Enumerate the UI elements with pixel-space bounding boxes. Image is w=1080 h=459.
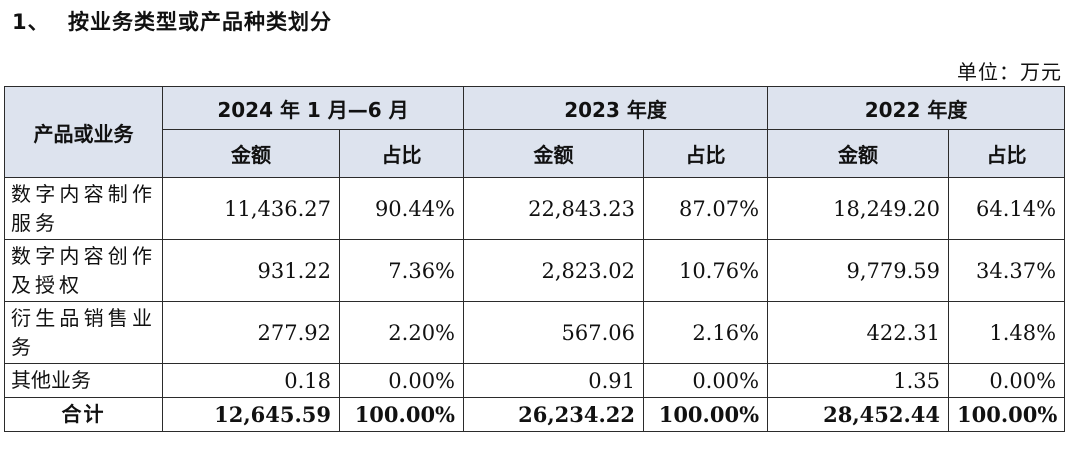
section-number: 1、 xyxy=(12,10,50,34)
total-value: 100.00% xyxy=(948,397,1066,432)
row-label: 数字内容创作及授权 xyxy=(4,239,163,302)
cell-value: 1.48% xyxy=(948,301,1066,364)
unit-label: 单位：万元 xyxy=(957,60,1062,84)
cell-value: 18,249.20 xyxy=(767,177,950,240)
total-value: 26,234.22 xyxy=(463,397,645,432)
cell-value: 90.44% xyxy=(338,177,465,240)
subheader-share: 占比 xyxy=(948,129,1066,178)
table-header-row: 产品或业务 2024 年 1 月—6 月 2023 年度 2022 年度 xyxy=(4,86,1066,178)
cell-value: 22,843.23 xyxy=(463,177,645,240)
cell-value: 0.00% xyxy=(948,363,1066,398)
cell-value: 11,436.27 xyxy=(162,177,340,240)
table-row: 其他业务 0.18 0.00% 0.91 0.00% 1.35 0.00% xyxy=(4,363,1066,398)
period-header-2022: 2022 年度 xyxy=(767,86,1066,130)
subheader-share: 占比 xyxy=(338,129,465,178)
cell-value: 34.37% xyxy=(948,239,1066,302)
revenue-table: 产品或业务 2024 年 1 月—6 月 2023 年度 2022 年度 金额 … xyxy=(4,86,1066,432)
cell-value: 87.07% xyxy=(643,177,769,240)
total-row: 合计 12,645.59 100.00% 26,234.22 100.00% 2… xyxy=(4,397,1066,432)
cell-value: 422.31 xyxy=(767,301,950,364)
table-row: 衍生品销售业务 277.92 2.20% 567.06 2.16% 422.31… xyxy=(4,301,1066,364)
cell-value: 277.92 xyxy=(162,301,340,364)
subheader-amount: 金额 xyxy=(162,129,340,178)
cell-value: 64.14% xyxy=(948,177,1066,240)
table-subheader-row: 金额 占比 金额 占比 金额 占比 xyxy=(5,129,1066,178)
cell-value: 0.91 xyxy=(463,363,645,398)
total-value: 12,645.59 xyxy=(162,397,340,432)
section-heading: 1、 按业务类型或产品种类划分 xyxy=(12,6,332,36)
total-label: 合计 xyxy=(4,397,163,432)
row-header-cell: 产品或业务 xyxy=(4,86,163,178)
cell-value: 0.00% xyxy=(643,363,769,398)
row-label: 衍生品销售业务 xyxy=(4,301,163,364)
table-row: 数字内容制作服务 11,436.27 90.44% 22,843.23 87.0… xyxy=(4,177,1066,240)
total-value: 28,452.44 xyxy=(767,397,950,432)
period-header-2024h1: 2024 年 1 月—6 月 xyxy=(161,86,465,130)
table-row: 数字内容创作及授权 931.22 7.36% 2,823.02 10.76% 9… xyxy=(4,239,1066,302)
cell-value: 931.22 xyxy=(162,239,340,302)
cell-value: 0.18 xyxy=(162,363,340,398)
period-header-2023: 2023 年度 xyxy=(463,86,769,130)
subheader-amount: 金额 xyxy=(767,129,950,178)
subheader-share: 占比 xyxy=(643,129,769,178)
cell-value: 567.06 xyxy=(463,301,645,364)
cell-value: 2,823.02 xyxy=(463,239,645,302)
row-label: 其他业务 xyxy=(4,363,163,398)
cell-value: 2.20% xyxy=(338,301,465,364)
section-title: 按业务类型或产品种类划分 xyxy=(68,10,332,34)
total-value: 100.00% xyxy=(643,397,769,432)
cell-value: 9,779.59 xyxy=(767,239,950,302)
cell-value: 2.16% xyxy=(643,301,769,364)
cell-value: 0.00% xyxy=(338,363,465,398)
total-value: 100.00% xyxy=(338,397,465,432)
cell-value: 1.35 xyxy=(767,363,950,398)
cell-value: 7.36% xyxy=(338,239,465,302)
row-label: 数字内容制作服务 xyxy=(4,177,163,240)
cell-value: 10.76% xyxy=(643,239,769,302)
subheader-amount: 金额 xyxy=(463,129,645,178)
